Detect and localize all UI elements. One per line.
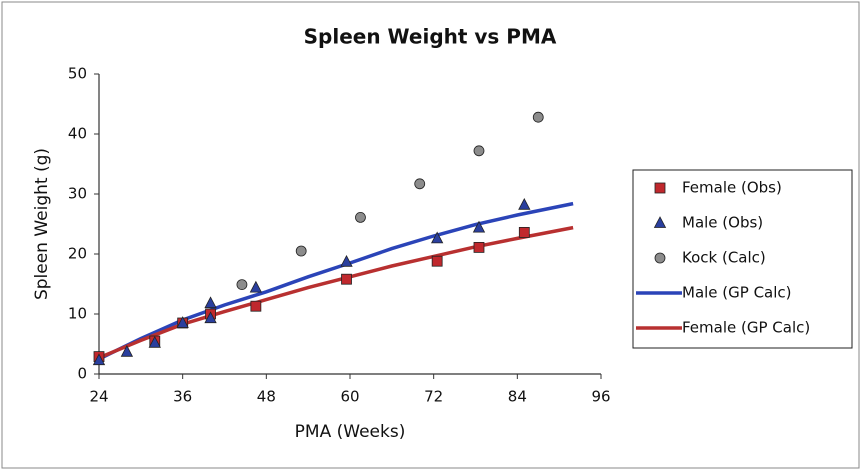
marker (341, 273, 352, 285)
marker (473, 145, 485, 157)
line (98, 201, 574, 361)
marker (532, 111, 544, 123)
marker (654, 182, 666, 194)
marker (204, 311, 217, 324)
x-tick-label: 36 (173, 388, 192, 406)
y-tick-label: 10 (68, 305, 87, 323)
y-tick-label: 0 (77, 365, 87, 383)
marker (249, 280, 263, 293)
marker (355, 211, 366, 223)
legend-label: Female (GP Calc) (682, 319, 810, 337)
x-tick-label: 24 (89, 388, 108, 406)
x-tick-label: 60 (340, 388, 359, 406)
y-axis-title: Spleen Weight (g) (32, 148, 52, 300)
marker (92, 353, 106, 366)
legend-label: Female (Obs) (682, 179, 782, 197)
marker (414, 178, 426, 190)
legend-box (632, 169, 853, 349)
marker (236, 279, 248, 291)
x-axis-title: PMA (Weeks) (295, 422, 406, 442)
y-tick-label: 20 (68, 245, 87, 263)
legend-label: Male (GP Calc) (682, 284, 792, 302)
marker (204, 296, 217, 309)
y-tick-label: 30 (68, 185, 87, 203)
marker (250, 300, 262, 312)
x-tick-label: 84 (508, 388, 527, 406)
marker (295, 245, 307, 257)
marker (518, 226, 530, 238)
marker (431, 255, 443, 267)
marker (653, 216, 667, 228)
marker (430, 231, 444, 244)
x-tick-label: 48 (257, 388, 276, 406)
marker (518, 197, 531, 210)
legend-label: Male (Obs) (682, 214, 763, 232)
marker (473, 241, 485, 253)
legend-label: Kock (Calc) (682, 249, 766, 267)
marker (654, 252, 666, 264)
y-tick-label: 50 (68, 65, 87, 83)
marker (176, 316, 189, 328)
x-tick-label: 72 (424, 388, 443, 406)
y-tick-label: 40 (68, 125, 87, 143)
marker (148, 335, 161, 348)
marker (472, 220, 486, 233)
chart-title: Spleen Weight vs PMA (304, 25, 557, 49)
x-tick-label: 96 (591, 388, 610, 406)
marker (340, 254, 353, 267)
marker (120, 344, 134, 357)
